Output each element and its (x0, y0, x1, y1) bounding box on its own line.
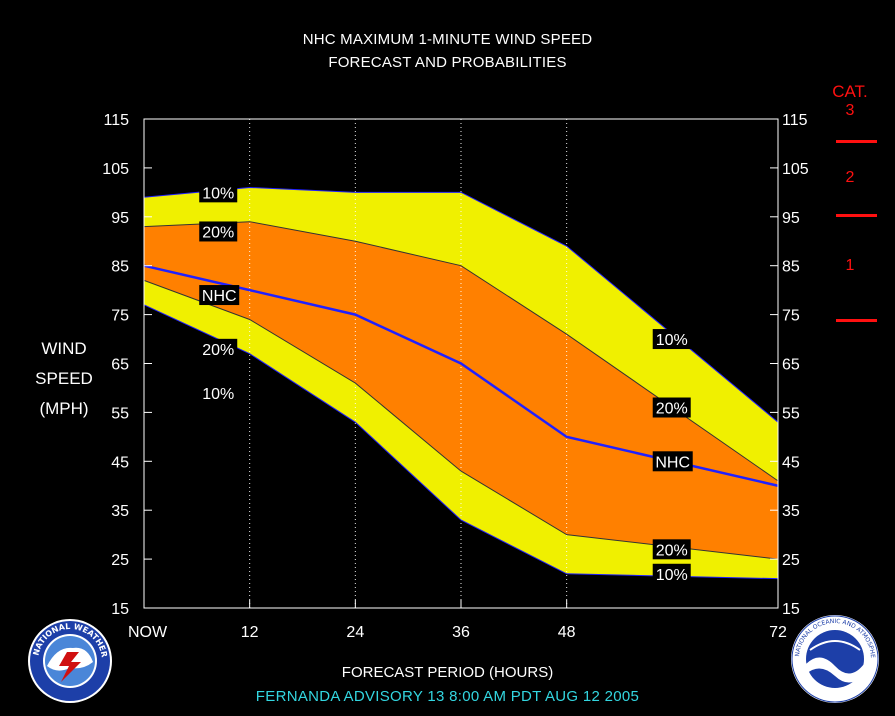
band-label-box-3 (199, 338, 238, 359)
band-label-box-0 (199, 182, 238, 203)
category-2-label: 2 (845, 169, 855, 186)
y-tick-label-left-85: 85 (111, 259, 129, 276)
band-label-box-6 (652, 397, 691, 418)
y-tick-label-right-25: 25 (782, 552, 800, 569)
y-tick-label-left-65: 65 (111, 357, 129, 374)
category-1-threshold (836, 319, 877, 322)
y-axis-right: 15 25 35 45 55 65 75 85 95 105 115 (770, 112, 809, 618)
x-axis-label: FORECAST PERIOD (HOURS) (341, 664, 554, 681)
category-title: CAT. (832, 82, 868, 101)
nws-logo: NATIONAL WEATHER SERVICE (27, 618, 112, 703)
y-tick-label-right-85: 85 (782, 259, 800, 276)
x-tick-label-72: 72 (769, 624, 787, 641)
band-labels: 10% 20% NHC 20% 10% 10% 20% NHC 20% 10% (199, 182, 693, 584)
x-tick-label-24: 24 (346, 624, 364, 641)
inner-band-20pct (144, 221, 778, 560)
x-tick-label-0: NOW (128, 624, 168, 641)
x-tick-label-36: 36 (452, 624, 470, 641)
y-tick-label-left-55: 55 (111, 405, 129, 422)
category-2-threshold (836, 214, 877, 217)
band-label-3: 20% (202, 342, 234, 359)
band-label-box-5 (652, 329, 691, 350)
y-tick-label-right-15: 15 (782, 601, 800, 618)
advisory-line: FERNANDA ADVISORY 13 8:00 AM PDT AUG 12 … (255, 688, 640, 705)
x-tick-label-12: 12 (241, 624, 259, 641)
y-tick-label-right-105: 105 (782, 161, 809, 178)
band-label-box-7 (652, 451, 693, 472)
y-tick-label-right-65: 65 (782, 357, 800, 374)
band-label-5: 10% (656, 332, 688, 349)
category-3-label: 3 (845, 102, 855, 119)
y-tick-label-right-95: 95 (782, 210, 800, 227)
band-label-9: 10% (656, 567, 688, 584)
category-3-threshold (836, 140, 877, 143)
band-label-7: NHC (655, 454, 690, 471)
band-label-6: 20% (656, 401, 688, 418)
y-axis-left: 15 25 35 45 55 65 75 85 95 105 115 (102, 112, 152, 618)
series-line-lower-20 (143, 279, 779, 560)
y-tick-label-right-45: 45 (782, 454, 800, 471)
chart-subtitle: FORECAST AND PROBABILITIES (328, 54, 567, 71)
band-label-box-2 (199, 285, 240, 306)
band-label-2: NHC (202, 288, 237, 305)
chart-title: NHC MAXIMUM 1-MINUTE WIND SPEED (302, 31, 593, 48)
noaa-logo: NATIONAL OCEANIC AND ATMOSPHERIC (790, 614, 879, 703)
y-tick-label-left-15: 15 (111, 601, 129, 618)
y-tick-label-right-115: 115 (782, 112, 808, 129)
band-label-box-4 (199, 382, 238, 403)
x-tick-label-48: 48 (558, 624, 576, 641)
x-axis: NOW 12 24 36 48 72 (128, 600, 787, 641)
y-tick-label-left-75: 75 (111, 308, 129, 325)
band-label-4: 10% (202, 386, 234, 403)
y-tick-label-left-105: 105 (102, 161, 129, 178)
y-tick-label-left-45: 45 (111, 454, 129, 471)
y-axis-label-unit: (MPH) (39, 399, 89, 418)
band-label-box-9 (652, 563, 691, 584)
band-label-box-8 (652, 539, 691, 560)
y-tick-label-right-75: 75 (782, 308, 800, 325)
y-tick-label-left-35: 35 (111, 503, 129, 520)
band-label-8: 20% (656, 542, 688, 559)
category-1-label: 1 (845, 257, 855, 274)
band-label-box-1 (199, 221, 238, 242)
band-label-0: 10% (202, 185, 234, 202)
y-tick-label-right-35: 35 (782, 503, 800, 520)
y-tick-label-left-25: 25 (111, 552, 129, 569)
y-axis-label-speed: SPEED (35, 369, 93, 388)
y-axis-label-wind: WIND (41, 339, 87, 358)
y-tick-label-right-55: 55 (782, 405, 800, 422)
band-label-1: 20% (202, 224, 234, 241)
y-tick-label-left-95: 95 (111, 210, 129, 227)
y-tick-label-left-115: 115 (103, 112, 129, 129)
